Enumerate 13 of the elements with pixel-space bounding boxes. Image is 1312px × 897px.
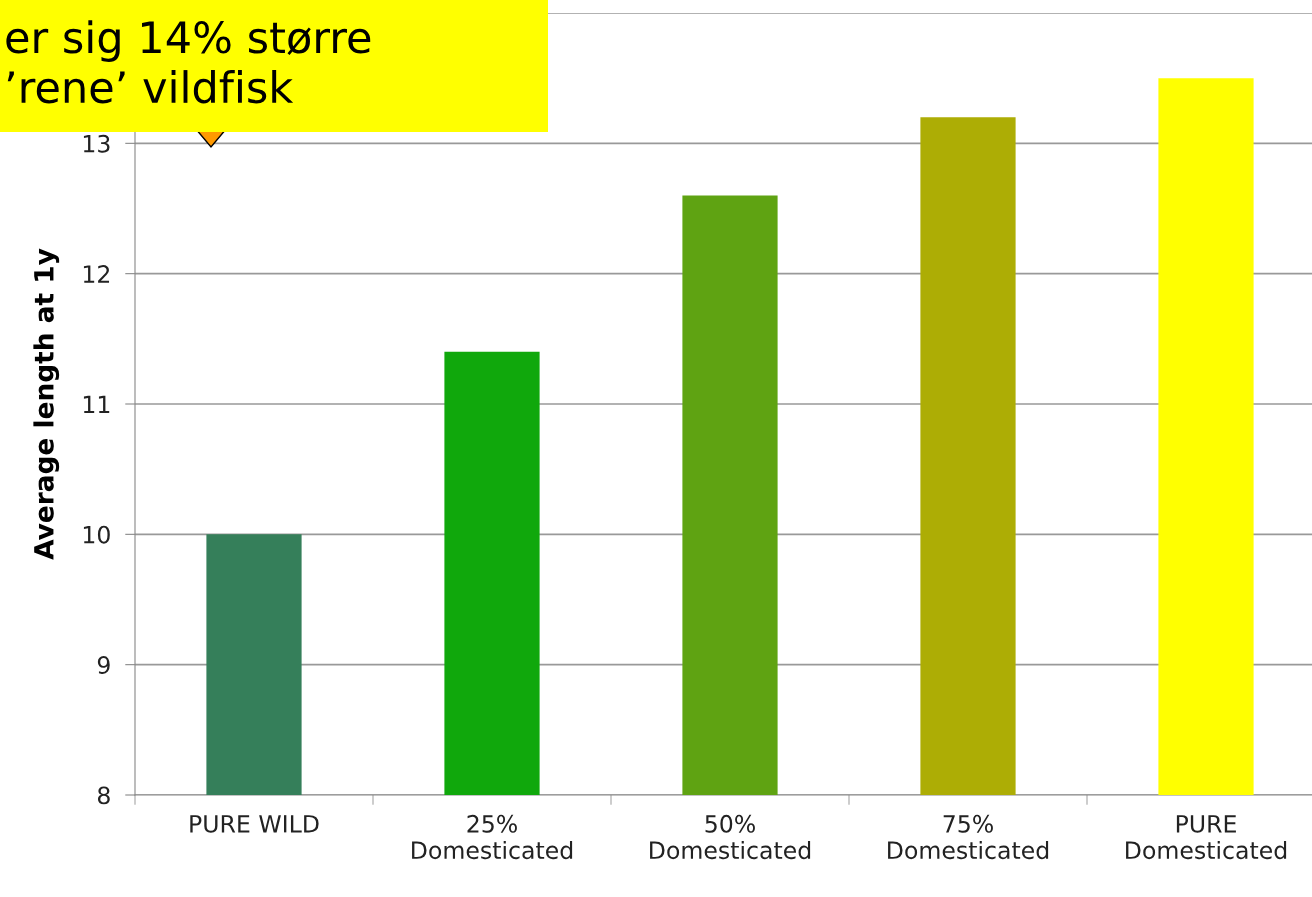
x-tick-label: 50% Domesticated xyxy=(650,814,811,860)
x-tick-label: 25% Domesticated xyxy=(412,814,573,860)
x-tick-label: PURE Domesticated xyxy=(1126,815,1287,860)
y-tick-label: 11 xyxy=(83,395,110,413)
y-axis-title: Average length at 1y xyxy=(33,248,60,560)
x-tick-label: PURE WILD xyxy=(190,815,319,833)
y-tick-label: 12 xyxy=(83,265,110,283)
y-tick-label: 10 xyxy=(83,525,110,544)
y-tick-label: 13 xyxy=(83,134,110,153)
y-tick-label: 8 xyxy=(97,786,110,805)
y-tick-label: 9 xyxy=(97,656,110,674)
x-tick-label: 75% Domesticated xyxy=(888,814,1049,860)
annotation: er sig 14% større ’rene’ vildfisk xyxy=(6,20,371,104)
